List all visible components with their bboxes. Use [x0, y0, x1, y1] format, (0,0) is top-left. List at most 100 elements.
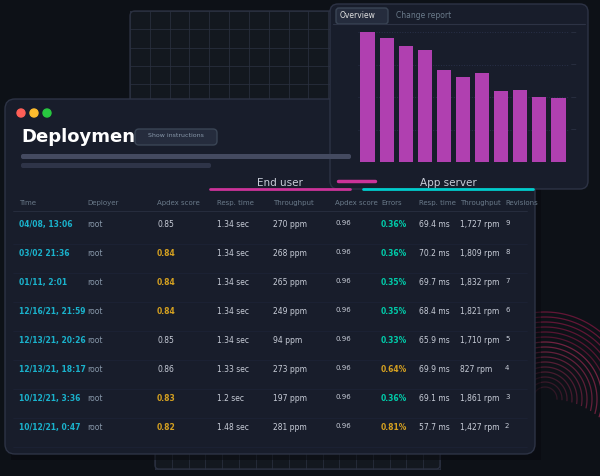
Text: 9: 9	[505, 219, 509, 226]
Text: 04/08, 13:06: 04/08, 13:06	[19, 219, 73, 228]
Bar	[361, 33, 374, 163]
FancyBboxPatch shape	[130, 12, 348, 140]
Text: 0.84: 0.84	[157, 307, 176, 315]
Text: App server: App server	[419, 178, 476, 188]
Text: 0.85: 0.85	[157, 219, 174, 228]
Text: 01/11, 2:01: 01/11, 2:01	[19, 278, 67, 287]
Text: 68.4 ms: 68.4 ms	[419, 307, 449, 315]
Text: 5: 5	[505, 335, 509, 341]
Text: 1,861 rpm: 1,861 rpm	[460, 393, 499, 402]
Text: 0.84: 0.84	[157, 248, 176, 258]
Text: 281 ppm: 281 ppm	[273, 422, 307, 431]
Bar	[456, 78, 470, 163]
Text: 69.1 ms: 69.1 ms	[419, 393, 449, 402]
Text: 1,821 rpm: 1,821 rpm	[460, 307, 499, 315]
Text: 7: 7	[505, 278, 509, 283]
Text: root: root	[87, 364, 103, 373]
Text: —: —	[571, 127, 577, 132]
FancyBboxPatch shape	[330, 5, 588, 189]
FancyBboxPatch shape	[5, 100, 535, 454]
Text: 12/13/21, 18:17: 12/13/21, 18:17	[19, 364, 86, 373]
Text: 03/02 21:36: 03/02 21:36	[19, 248, 70, 258]
Text: 0.96: 0.96	[335, 422, 351, 428]
Text: 0.36%: 0.36%	[381, 219, 407, 228]
Text: 4: 4	[505, 364, 509, 370]
Text: 3: 3	[505, 393, 509, 399]
Bar	[494, 92, 508, 163]
Text: Time: Time	[19, 199, 36, 206]
Bar	[513, 91, 527, 163]
Text: 12/13/21, 20:26: 12/13/21, 20:26	[19, 335, 86, 344]
Text: 6: 6	[505, 307, 509, 312]
Text: Deployer: Deployer	[87, 199, 118, 206]
Circle shape	[17, 110, 25, 118]
Bar	[532, 98, 547, 163]
Text: 1,727 rpm: 1,727 rpm	[460, 219, 499, 228]
Text: 1,427 rpm: 1,427 rpm	[460, 422, 499, 431]
Text: 69.9 ms: 69.9 ms	[419, 364, 450, 373]
Text: Revisions: Revisions	[505, 199, 538, 206]
Bar	[475, 74, 489, 163]
Text: —: —	[571, 62, 577, 68]
Circle shape	[30, 110, 38, 118]
Text: Throughput: Throughput	[460, 199, 501, 206]
Text: 249 ppm: 249 ppm	[273, 307, 307, 315]
Text: 0.83: 0.83	[157, 393, 176, 402]
Text: root: root	[87, 393, 103, 402]
FancyBboxPatch shape	[155, 417, 440, 469]
Text: 10/12/21, 3:36: 10/12/21, 3:36	[19, 393, 80, 402]
Text: 1.48 sec: 1.48 sec	[217, 422, 249, 431]
Text: 1.34 sec: 1.34 sec	[217, 335, 249, 344]
Text: Change report: Change report	[396, 11, 451, 20]
Text: 0.35%: 0.35%	[381, 278, 407, 287]
Text: 0.85: 0.85	[157, 335, 174, 344]
Text: 1.34 sec: 1.34 sec	[217, 248, 249, 258]
Text: 0.96: 0.96	[335, 393, 351, 399]
Text: Resp. time: Resp. time	[217, 199, 254, 206]
Text: 0.96: 0.96	[335, 278, 351, 283]
Text: 0.96: 0.96	[335, 307, 351, 312]
Text: Deployments: Deployments	[21, 128, 154, 146]
Text: 0.33%: 0.33%	[381, 335, 407, 344]
Text: 2: 2	[505, 422, 509, 428]
Text: 265 ppm: 265 ppm	[273, 278, 307, 287]
FancyBboxPatch shape	[21, 164, 211, 169]
Text: 69.7 ms: 69.7 ms	[419, 278, 450, 287]
Text: 70.2 ms: 70.2 ms	[419, 248, 449, 258]
Bar	[551, 99, 566, 163]
Text: 273 ppm: 273 ppm	[273, 364, 307, 373]
Bar	[380, 39, 394, 163]
Text: root: root	[87, 335, 103, 344]
Text: Resp. time: Resp. time	[419, 199, 456, 206]
Text: 197 ppm: 197 ppm	[273, 393, 307, 402]
Text: 1.33 sec: 1.33 sec	[217, 364, 249, 373]
Text: 0.96: 0.96	[335, 248, 351, 255]
Text: 0.81%: 0.81%	[381, 422, 407, 431]
Text: 1,832 rpm: 1,832 rpm	[460, 278, 499, 287]
Text: 0.36%: 0.36%	[381, 248, 407, 258]
Text: Throughput: Throughput	[273, 199, 314, 206]
Text: 69.4 ms: 69.4 ms	[419, 219, 450, 228]
Text: 0.36%: 0.36%	[381, 393, 407, 402]
Bar	[437, 71, 451, 163]
Text: 1.34 sec: 1.34 sec	[217, 278, 249, 287]
Text: 0.84: 0.84	[157, 278, 176, 287]
Text: root: root	[87, 422, 103, 431]
Text: 1.34 sec: 1.34 sec	[217, 307, 249, 315]
Text: root: root	[87, 219, 103, 228]
Text: Show instructions: Show instructions	[148, 133, 204, 138]
Text: Errors: Errors	[381, 199, 401, 206]
Text: 268 ppm: 268 ppm	[273, 248, 307, 258]
FancyBboxPatch shape	[135, 130, 217, 146]
Text: 0.96: 0.96	[335, 219, 351, 226]
Text: Apdex score: Apdex score	[335, 199, 378, 206]
FancyBboxPatch shape	[21, 155, 351, 159]
Text: Apdex score: Apdex score	[157, 199, 200, 206]
Circle shape	[43, 110, 51, 118]
Text: 94 ppm: 94 ppm	[273, 335, 302, 344]
Text: 0.86: 0.86	[157, 364, 174, 373]
Text: —: —	[571, 30, 577, 35]
FancyBboxPatch shape	[336, 9, 388, 25]
Text: 0.96: 0.96	[335, 364, 351, 370]
Text: Overview: Overview	[340, 11, 376, 20]
